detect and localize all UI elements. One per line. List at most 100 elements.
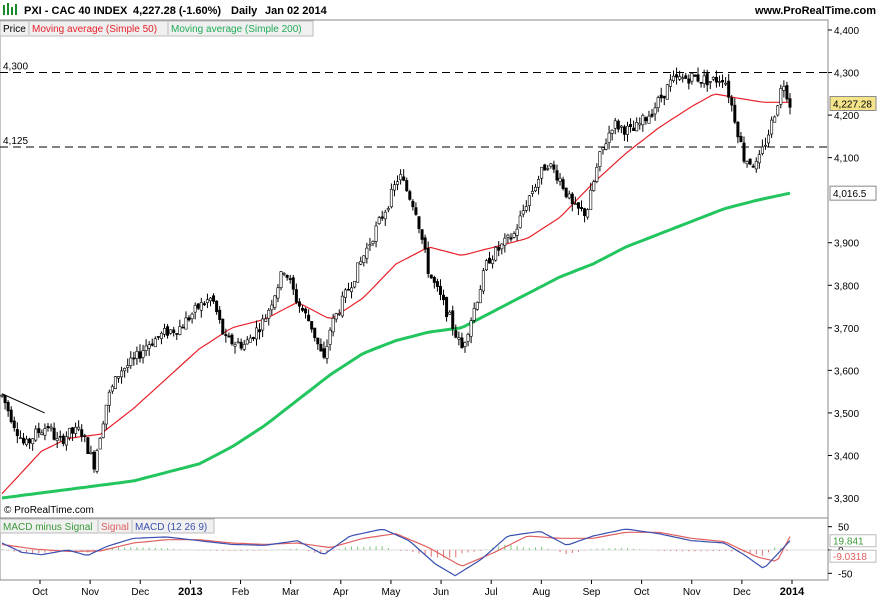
candle-body — [322, 348, 326, 358]
y-tick-label: 4,400 — [834, 26, 859, 37]
candle — [80, 424, 84, 442]
candle — [460, 332, 464, 349]
candle-body — [662, 95, 666, 99]
candle-body — [294, 289, 298, 303]
candle-body — [34, 428, 38, 441]
candle-body — [153, 338, 157, 348]
candle — [619, 124, 623, 134]
macd-diff-tag-text: -9.0318 — [833, 552, 867, 563]
candle-body — [37, 428, 41, 434]
candle — [469, 317, 473, 344]
candle-body — [215, 300, 219, 313]
candle-body — [770, 119, 774, 135]
candle — [555, 164, 559, 184]
candle-body — [353, 280, 357, 288]
candle — [325, 339, 329, 364]
candle-body — [595, 166, 599, 182]
candle-body — [86, 437, 90, 455]
candle — [515, 224, 519, 241]
candle — [144, 339, 148, 357]
candle — [564, 187, 568, 199]
candle-body — [576, 202, 580, 209]
candle-body — [383, 211, 387, 220]
candle-body — [665, 84, 669, 100]
candle — [291, 274, 295, 295]
candle-body — [543, 164, 547, 171]
candle-body — [607, 132, 611, 143]
x-tick-label: Jun — [433, 587, 449, 598]
candle-body — [46, 426, 50, 429]
x-tick-label: Oct — [32, 587, 48, 598]
candle — [40, 429, 44, 436]
candle-body — [494, 246, 498, 261]
candle — [598, 150, 602, 172]
candle-body — [448, 311, 452, 315]
candle-body — [77, 426, 81, 430]
candle-body — [776, 105, 780, 116]
candle-body — [742, 142, 746, 162]
candle-body — [604, 143, 608, 150]
candle-body — [141, 350, 145, 358]
candle — [368, 237, 372, 251]
candle — [727, 73, 731, 104]
candle-body — [346, 288, 350, 291]
candle-body — [527, 195, 531, 206]
candle-body — [478, 289, 482, 304]
candle-body — [95, 450, 99, 472]
candle — [681, 73, 685, 83]
candle — [635, 117, 639, 132]
candle-body — [423, 237, 427, 250]
candle-body — [785, 85, 789, 100]
candle-body — [580, 207, 584, 209]
candle-body — [325, 346, 329, 359]
candle — [739, 131, 743, 143]
candle — [509, 233, 513, 242]
candle-body — [356, 262, 360, 283]
candle-body — [389, 189, 393, 208]
candle-body — [55, 438, 59, 441]
candle — [227, 332, 231, 338]
candle-body — [245, 339, 249, 345]
candle — [711, 76, 715, 82]
candle-body — [0, 394, 4, 397]
candle-body — [748, 158, 752, 165]
candle — [445, 296, 449, 322]
candle — [466, 332, 470, 347]
candle — [202, 301, 206, 307]
candle — [98, 436, 102, 450]
y-tick-label: 4,300 — [834, 69, 859, 80]
candle-body — [586, 209, 590, 218]
candle-body — [135, 351, 139, 359]
candle — [432, 275, 436, 289]
candle-body — [144, 345, 148, 351]
candle-body — [227, 335, 231, 338]
candle — [270, 299, 274, 316]
hline-label: 4,300 — [3, 62, 28, 73]
macd-legend-diff: MACD minus Signal — [3, 522, 92, 533]
candle — [558, 173, 562, 186]
candle-body — [497, 246, 501, 251]
price-legend: Price Moving average (Simple 50) Moving … — [0, 20, 314, 37]
candle-body — [583, 208, 587, 216]
candle-body — [205, 299, 209, 303]
candle-body — [64, 436, 68, 446]
candle-body — [506, 234, 510, 238]
candle-body — [524, 206, 528, 211]
candle — [696, 67, 700, 83]
candle — [380, 210, 384, 221]
candle-body — [110, 386, 114, 392]
y-tick-label: 3,600 — [834, 366, 859, 377]
candle-body — [733, 104, 737, 123]
candle — [678, 70, 682, 81]
candle-body — [166, 326, 170, 336]
candle — [334, 312, 338, 323]
candle-body — [92, 451, 96, 470]
candle-body — [343, 289, 347, 298]
candle-body — [721, 80, 725, 83]
candle — [196, 303, 200, 311]
candle-body — [159, 332, 163, 339]
candle — [426, 241, 430, 278]
candle-body — [466, 334, 470, 342]
macd-value-tag-text: 19.841 — [833, 537, 864, 548]
candle-body — [653, 107, 657, 115]
